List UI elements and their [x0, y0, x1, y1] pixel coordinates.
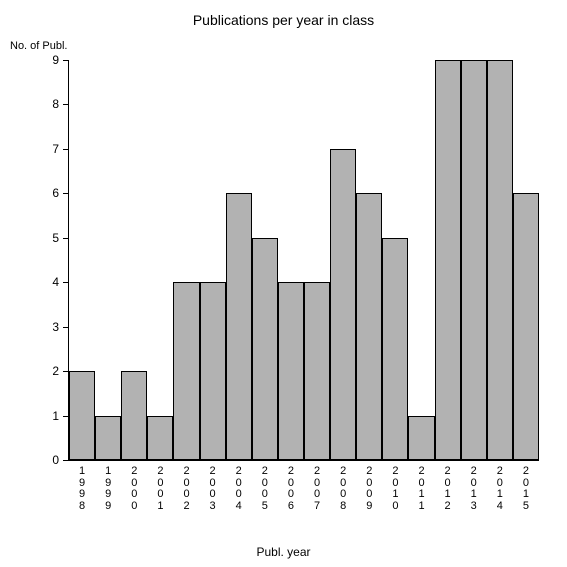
y-tick: [63, 193, 69, 194]
bar: [121, 371, 147, 460]
bar: [278, 282, 304, 460]
x-tick-label: 2013: [469, 466, 479, 512]
bar: [435, 60, 461, 460]
y-tick-label: 5: [52, 231, 59, 245]
x-tick-label: 2005: [260, 466, 270, 512]
y-tick: [63, 149, 69, 150]
x-tick-label: 2010: [390, 466, 400, 512]
chart-title: Publications per year in class: [0, 12, 567, 28]
y-tick: [63, 60, 69, 61]
bar: [95, 416, 121, 460]
y-tick-label: 6: [52, 186, 59, 200]
bar: [147, 416, 173, 460]
bar: [461, 60, 487, 460]
x-tick-label: 2002: [182, 466, 192, 512]
x-tick-label: 1998: [77, 466, 87, 512]
x-tick-label: 2014: [495, 466, 505, 512]
y-tick-label: 0: [52, 453, 59, 467]
x-tick-label: 2004: [234, 466, 244, 512]
x-tick-label: 2015: [521, 466, 531, 512]
y-tick-label: 3: [52, 320, 59, 334]
y-tick-label: 7: [52, 142, 59, 156]
y-tick: [63, 460, 69, 461]
y-tick: [63, 104, 69, 105]
bar: [408, 416, 434, 460]
x-tick-label: 1999: [103, 466, 113, 512]
bar: [252, 238, 278, 460]
bar: [200, 282, 226, 460]
x-tick-label: 2011: [417, 466, 427, 512]
bar: [356, 193, 382, 460]
y-tick-label: 4: [52, 275, 59, 289]
y-tick-label: 2: [52, 364, 59, 378]
x-tick-label: 2012: [443, 466, 453, 512]
bar: [226, 193, 252, 460]
x-tick-label: 2006: [286, 466, 296, 512]
publications-bar-chart: Publications per year in class No. of Pu…: [0, 0, 567, 567]
y-axis-title: No. of Publ.: [10, 40, 67, 52]
x-tick-label: 2000: [129, 466, 139, 512]
bar: [487, 60, 513, 460]
x-axis-title: Publ. year: [0, 545, 567, 559]
y-tick: [63, 282, 69, 283]
bar: [173, 282, 199, 460]
x-tick-label: 2003: [208, 466, 218, 512]
x-tick-label: 2001: [155, 466, 165, 512]
bar: [330, 149, 356, 460]
y-tick-label: 8: [52, 97, 59, 111]
y-tick-label: 1: [52, 409, 59, 423]
x-tick-label: 2008: [338, 466, 348, 512]
y-tick: [63, 238, 69, 239]
x-tick-label: 2007: [312, 466, 322, 512]
bar: [69, 371, 95, 460]
y-tick: [63, 327, 69, 328]
y-tick-label: 9: [52, 53, 59, 67]
x-tick-label: 2009: [364, 466, 374, 512]
bar: [304, 282, 330, 460]
plot-area: 0123456789199819992000200120022003200420…: [68, 60, 539, 461]
bar: [382, 238, 408, 460]
bar: [513, 193, 539, 460]
